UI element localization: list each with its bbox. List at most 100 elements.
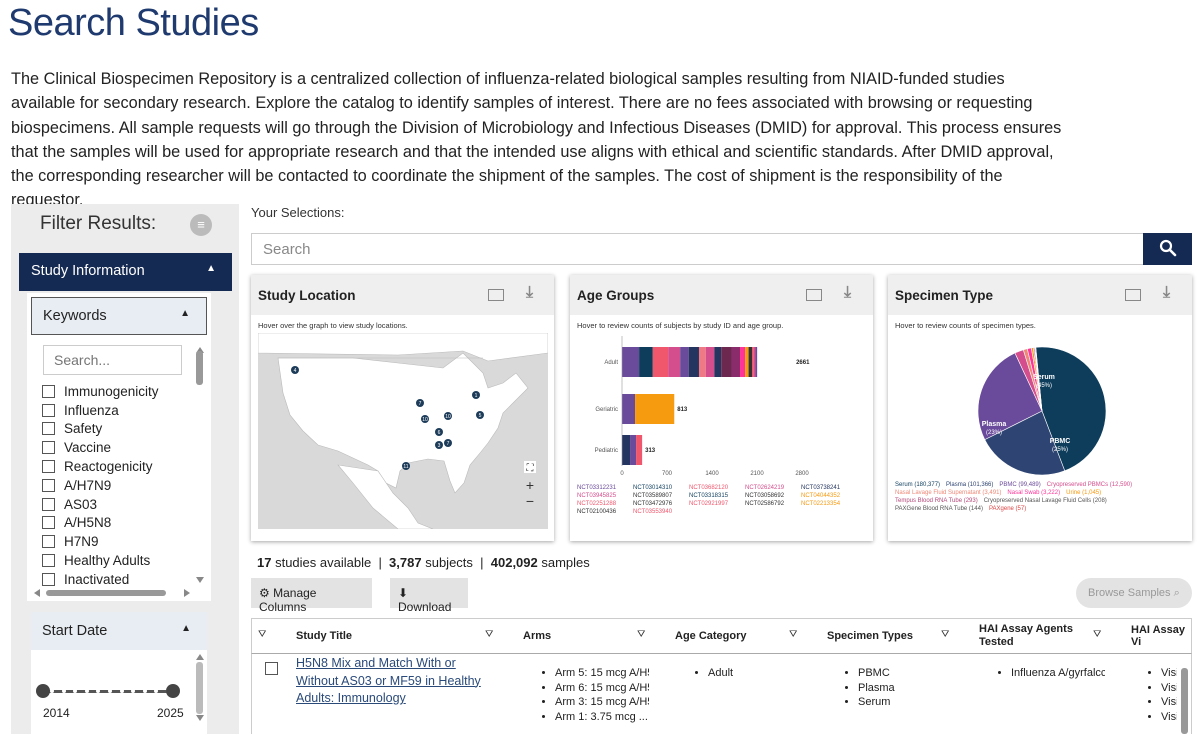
age-legend-item[interactable]: NCT02624219 xyxy=(745,485,785,491)
keyword-item[interactable]: Influenza xyxy=(42,401,192,420)
scroll-down-arrow[interactable] xyxy=(196,715,204,721)
age-legend-item[interactable]: NCT03058692 xyxy=(745,493,785,499)
keyword-horizontal-scrollbar[interactable] xyxy=(32,588,192,598)
specimen-type-chart[interactable]: Serum (45%) Plasma (23%) PBMC (25%) xyxy=(972,341,1112,481)
pie-slice[interactable] xyxy=(1035,346,1043,412)
specimen-legend-item[interactable]: PAXGene Blood RNA Tube (144) xyxy=(895,506,983,512)
map-marker[interactable]: 10 xyxy=(421,415,429,423)
age-legend-item[interactable]: NCT03945825 xyxy=(577,493,617,499)
age-bar-segment[interactable] xyxy=(636,435,643,465)
column-specimen-types[interactable]: Specimen Types xyxy=(827,630,913,642)
keyword-checkbox[interactable] xyxy=(42,516,55,530)
keyword-checkbox[interactable] xyxy=(42,460,55,474)
keywords-accordion[interactable]: Keywords ▲ xyxy=(31,297,207,335)
keyword-item[interactable]: H7N9 xyxy=(42,532,192,551)
filter-icon[interactable]: ⛛ xyxy=(941,629,950,640)
age-legend-item[interactable]: NCT02100436 xyxy=(577,509,617,515)
row-checkbox[interactable] xyxy=(265,662,278,675)
age-legend-item[interactable]: NCT02586792 xyxy=(745,501,785,507)
keyword-checkbox[interactable] xyxy=(42,478,55,492)
zoom-out-icon[interactable]: − xyxy=(526,493,534,509)
specimen-legend-item[interactable]: Plasma (101,366) xyxy=(946,482,994,488)
pie-slice[interactable] xyxy=(984,410,1066,477)
start-date-accordion[interactable]: Start Date ▲ xyxy=(31,612,207,650)
age-bar-segment[interactable] xyxy=(745,347,749,377)
search-input[interactable]: Search xyxy=(251,233,1144,265)
study-information-accordion[interactable]: Study Information ▲ xyxy=(19,253,232,291)
keyword-item[interactable]: Reactogenicity xyxy=(42,457,192,476)
keyword-vertical-scrollbar[interactable] xyxy=(195,345,205,587)
scroll-thumb[interactable] xyxy=(46,590,166,596)
age-bar-segment[interactable] xyxy=(688,347,699,377)
age-legend-item[interactable]: NCT03472976 xyxy=(633,501,673,507)
filter-icon[interactable]: ⛛ xyxy=(1093,629,1102,640)
age-bar-segment[interactable] xyxy=(748,347,753,377)
age-groups-chart[interactable]: Adult 2661 Geriatric 813 Pediatric 313 0 700 140… xyxy=(575,331,815,477)
keyword-search-input[interactable] xyxy=(43,345,182,375)
zoom-in-icon[interactable]: + xyxy=(526,477,534,493)
age-legend-item[interactable]: NCT02251288 xyxy=(577,501,617,507)
age-bar-segment[interactable] xyxy=(714,347,722,377)
specimen-legend-item[interactable]: Nasal Swab (3,222) xyxy=(1007,490,1061,496)
age-bar-segment[interactable] xyxy=(652,347,669,377)
age-legend-item[interactable]: NCT03738241 xyxy=(801,485,841,491)
specimen-legend-item[interactable]: Nasal Lavage Fluid Supernatant (3,491) xyxy=(895,490,1002,496)
keyword-checkbox[interactable] xyxy=(42,441,55,455)
expand-icon[interactable] xyxy=(488,289,504,301)
age-legend-item[interactable]: NCT04044352 xyxy=(801,493,841,499)
download-icon[interactable]: ⤓ xyxy=(844,284,852,301)
filter-icon[interactable]: ⛛ xyxy=(637,629,646,640)
fullscreen-icon[interactable] xyxy=(524,461,536,473)
age-bar-segment[interactable] xyxy=(630,435,637,465)
map-marker[interactable]: 5 xyxy=(476,411,484,419)
map-marker[interactable]: 10 xyxy=(444,412,452,420)
keyword-checkbox[interactable] xyxy=(42,422,55,436)
column-study-title[interactable]: Study Title xyxy=(296,630,353,642)
pie-slice[interactable] xyxy=(1035,345,1108,472)
specimen-legend-item[interactable]: PBMC (99,489) xyxy=(999,482,1041,488)
keyword-item[interactable]: Safety xyxy=(42,420,192,439)
specimen-legend-item[interactable]: Serum (180,377) xyxy=(895,482,941,488)
filter-icon[interactable]: ⛛ xyxy=(258,629,267,640)
download-icon[interactable]: ⤓ xyxy=(526,284,534,301)
age-legend-item[interactable]: NCT03318315 xyxy=(689,493,729,499)
age-legend-item[interactable]: NCT02213354 xyxy=(801,501,841,507)
age-bar-segment[interactable] xyxy=(622,435,631,465)
age-bar-segment[interactable] xyxy=(680,347,689,377)
specimen-legend-item[interactable]: PAXgene (57) xyxy=(988,506,1027,512)
age-bar-segment[interactable] xyxy=(753,347,756,377)
filter-icon[interactable]: ⛛ xyxy=(485,629,494,640)
age-bar-segment[interactable] xyxy=(731,347,741,377)
age-bar-segment[interactable] xyxy=(622,347,640,377)
expand-icon[interactable] xyxy=(1125,289,1141,301)
scroll-thumb[interactable] xyxy=(196,662,203,714)
table-scroll-thumb[interactable] xyxy=(1181,668,1188,734)
age-bar-segment[interactable] xyxy=(752,347,754,377)
start-date-scrollbar[interactable] xyxy=(195,652,205,724)
keyword-checkbox[interactable] xyxy=(42,384,55,398)
column-hai-agents[interactable]: HAI Assay Agents Tested xyxy=(979,623,1073,648)
keyword-checkbox[interactable] xyxy=(42,497,55,511)
map-marker[interactable]: 3 xyxy=(435,441,443,449)
keyword-item[interactable]: AS03 xyxy=(42,495,192,514)
specimen-legend-item[interactable]: Cryopreserved Nasal Lavage Fluid Cells (… xyxy=(983,498,1107,504)
keyword-item[interactable]: A/H7N9 xyxy=(42,476,192,495)
age-legend-item[interactable]: NCT03682120 xyxy=(689,485,729,491)
search-button[interactable] xyxy=(1143,233,1192,265)
download-button[interactable]: ⬇ Download xyxy=(390,578,468,614)
map-marker[interactable]: 11 xyxy=(402,462,410,470)
scroll-up-arrow[interactable] xyxy=(196,654,204,660)
map-marker[interactable]: 7 xyxy=(444,439,452,447)
specimen-legend-item[interactable]: Cryopreserved PBMCs (12,590) xyxy=(1046,482,1133,488)
keyword-checkbox[interactable] xyxy=(42,554,55,568)
keyword-item[interactable]: Vaccine xyxy=(42,438,192,457)
date-slider-max-handle[interactable] xyxy=(166,684,180,698)
age-bar-segment[interactable] xyxy=(755,347,758,377)
scroll-right-arrow[interactable] xyxy=(184,589,190,597)
age-bar-segment[interactable] xyxy=(721,347,732,377)
column-arms[interactable]: Arms xyxy=(523,630,552,642)
age-legend-item[interactable]: NCT02921997 xyxy=(689,501,729,507)
clear-filter-icon[interactable]: ≡ xyxy=(190,214,212,236)
scroll-down-arrow[interactable] xyxy=(196,577,204,583)
